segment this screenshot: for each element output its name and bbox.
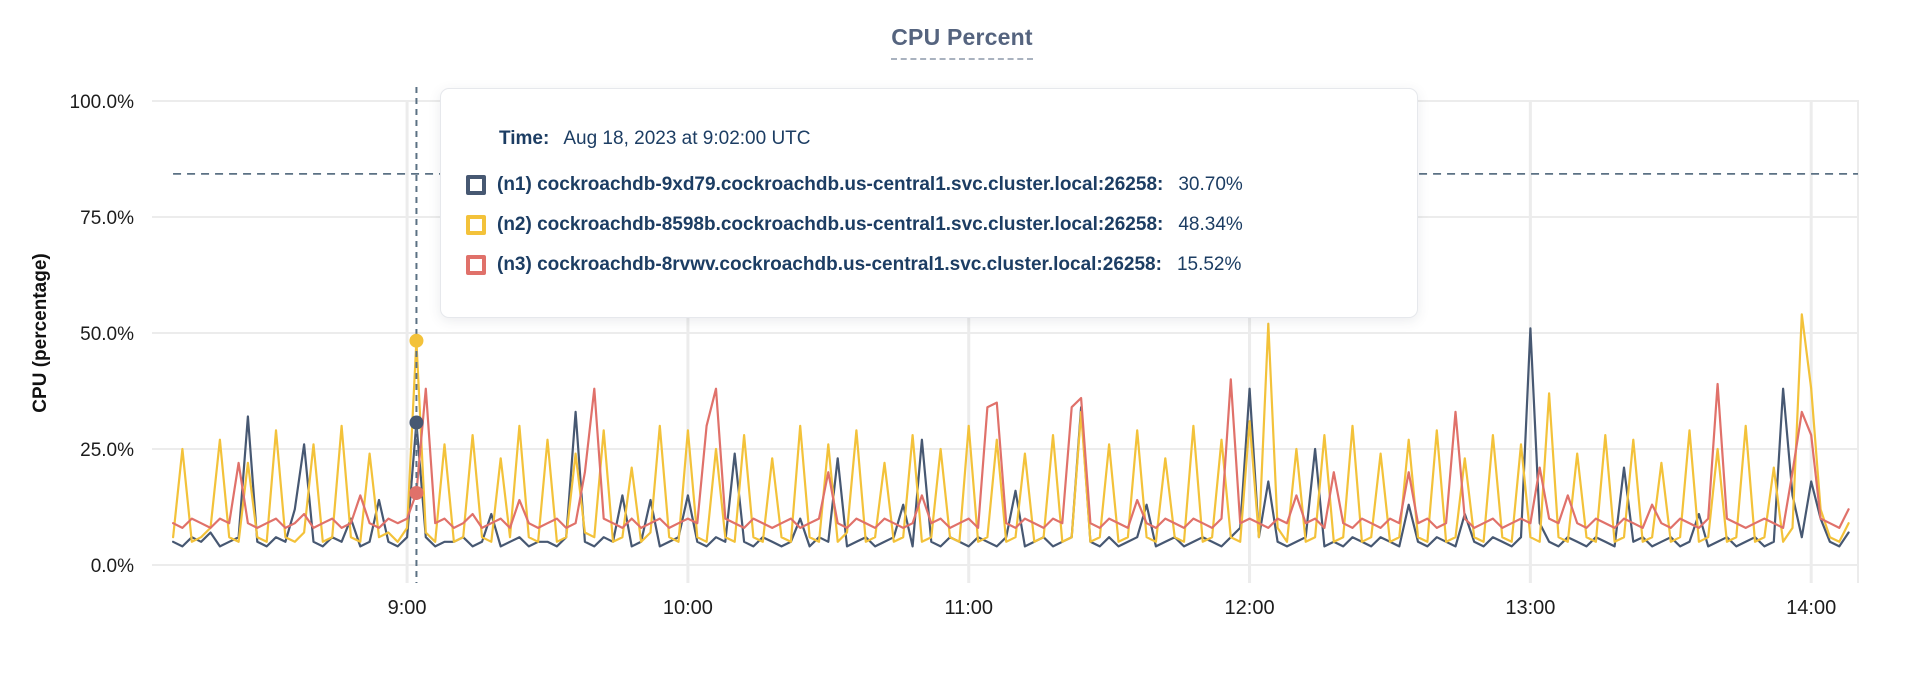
tooltip-time-value: Aug 18, 2023 at 9:02:00 UTC xyxy=(563,128,811,149)
tooltip-series-row-n2: (n2) cockroachdb-8598b.cockroachdb.us-ce… xyxy=(466,213,1377,237)
tooltip-series-row-n3: (n3) cockroachdb-8rvwv.cockroachdb.us-ce… xyxy=(466,253,1377,277)
svg-text:11:00: 11:00 xyxy=(944,597,993,619)
series-value-n1: 30.70% xyxy=(1178,174,1243,195)
svg-text:50.0%: 50.0% xyxy=(80,324,134,345)
svg-text:13:00: 13:00 xyxy=(1505,597,1555,619)
tooltip-time-label: Time: xyxy=(499,128,550,149)
svg-text:9:00: 9:00 xyxy=(388,597,427,619)
series-value-n3: 15.52% xyxy=(1176,254,1242,275)
svg-text:12:00: 12:00 xyxy=(1225,597,1275,619)
tooltip-series-row-n1: (n1) cockroachdb-9xd79.cockroachdb.us-ce… xyxy=(466,173,1377,197)
svg-text:75.0%: 75.0% xyxy=(80,208,134,229)
series-swatch-n3-icon xyxy=(466,255,486,275)
series-swatch-n1-icon xyxy=(466,175,486,195)
chart-header: CPU Percent xyxy=(0,24,1924,60)
chart-title[interactable]: CPU Percent xyxy=(891,24,1033,60)
series-label-n1: (n1) cockroachdb-9xd79.cockroachdb.us-ce… xyxy=(497,174,1164,195)
svg-text:0.0%: 0.0% xyxy=(91,556,134,577)
svg-text:100.0%: 100.0% xyxy=(70,92,135,113)
series-value-n2: 48.34% xyxy=(1178,214,1243,235)
series-label-n2: (n2) cockroachdb-8598b.cockroachdb.us-ce… xyxy=(497,214,1164,235)
svg-text:10:00: 10:00 xyxy=(663,597,713,619)
series-label-n3: (n3) cockroachdb-8rvwv.cockroachdb.us-ce… xyxy=(497,254,1162,275)
svg-text:25.0%: 25.0% xyxy=(80,440,134,461)
svg-text:CPU (percentage): CPU (percentage) xyxy=(30,253,51,412)
tooltip-time-row: Time: Aug 18, 2023 at 9:02:00 UTC xyxy=(499,127,1377,151)
series-swatch-n2-icon xyxy=(466,215,486,235)
chart-tooltip: Time: Aug 18, 2023 at 9:02:00 UTC (n1) co… xyxy=(440,88,1418,318)
svg-text:14:00: 14:00 xyxy=(1786,597,1836,619)
